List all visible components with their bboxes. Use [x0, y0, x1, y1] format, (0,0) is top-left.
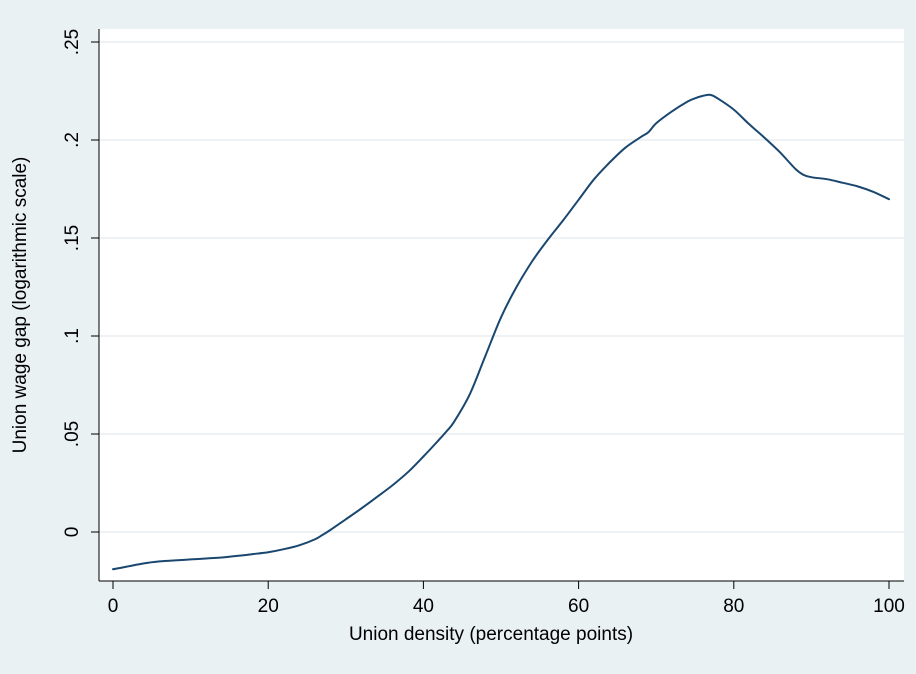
x-tick-label: 60: [568, 596, 589, 617]
x-tick-label: 20: [258, 596, 279, 617]
tick-marks: 0 .05 .1 .15 .2 .25 0 20 40 60 80 100: [62, 29, 905, 617]
x-tick-label: 0: [108, 596, 119, 617]
x-tick-label: 100: [873, 596, 905, 617]
y-tick-label: .1: [62, 328, 83, 344]
y-tick-label: .25: [62, 29, 83, 55]
series: [112, 93, 890, 571]
y-tick-label: .2: [62, 132, 83, 148]
y-tick-label: .15: [62, 225, 83, 251]
plot-area: [99, 29, 904, 581]
series-line: [112, 93, 890, 571]
axes: [98, 29, 904, 582]
y-tick-label: .05: [62, 421, 83, 447]
y-axis-label: Union wage gap (logarithmic scale): [10, 157, 31, 454]
x-tick-label: 40: [413, 596, 434, 617]
gridlines: [99, 41, 904, 533]
y-tick-label: 0: [62, 527, 83, 538]
x-tick-label: 80: [723, 596, 744, 617]
x-axis-label: Union density (percentage points): [349, 624, 633, 645]
